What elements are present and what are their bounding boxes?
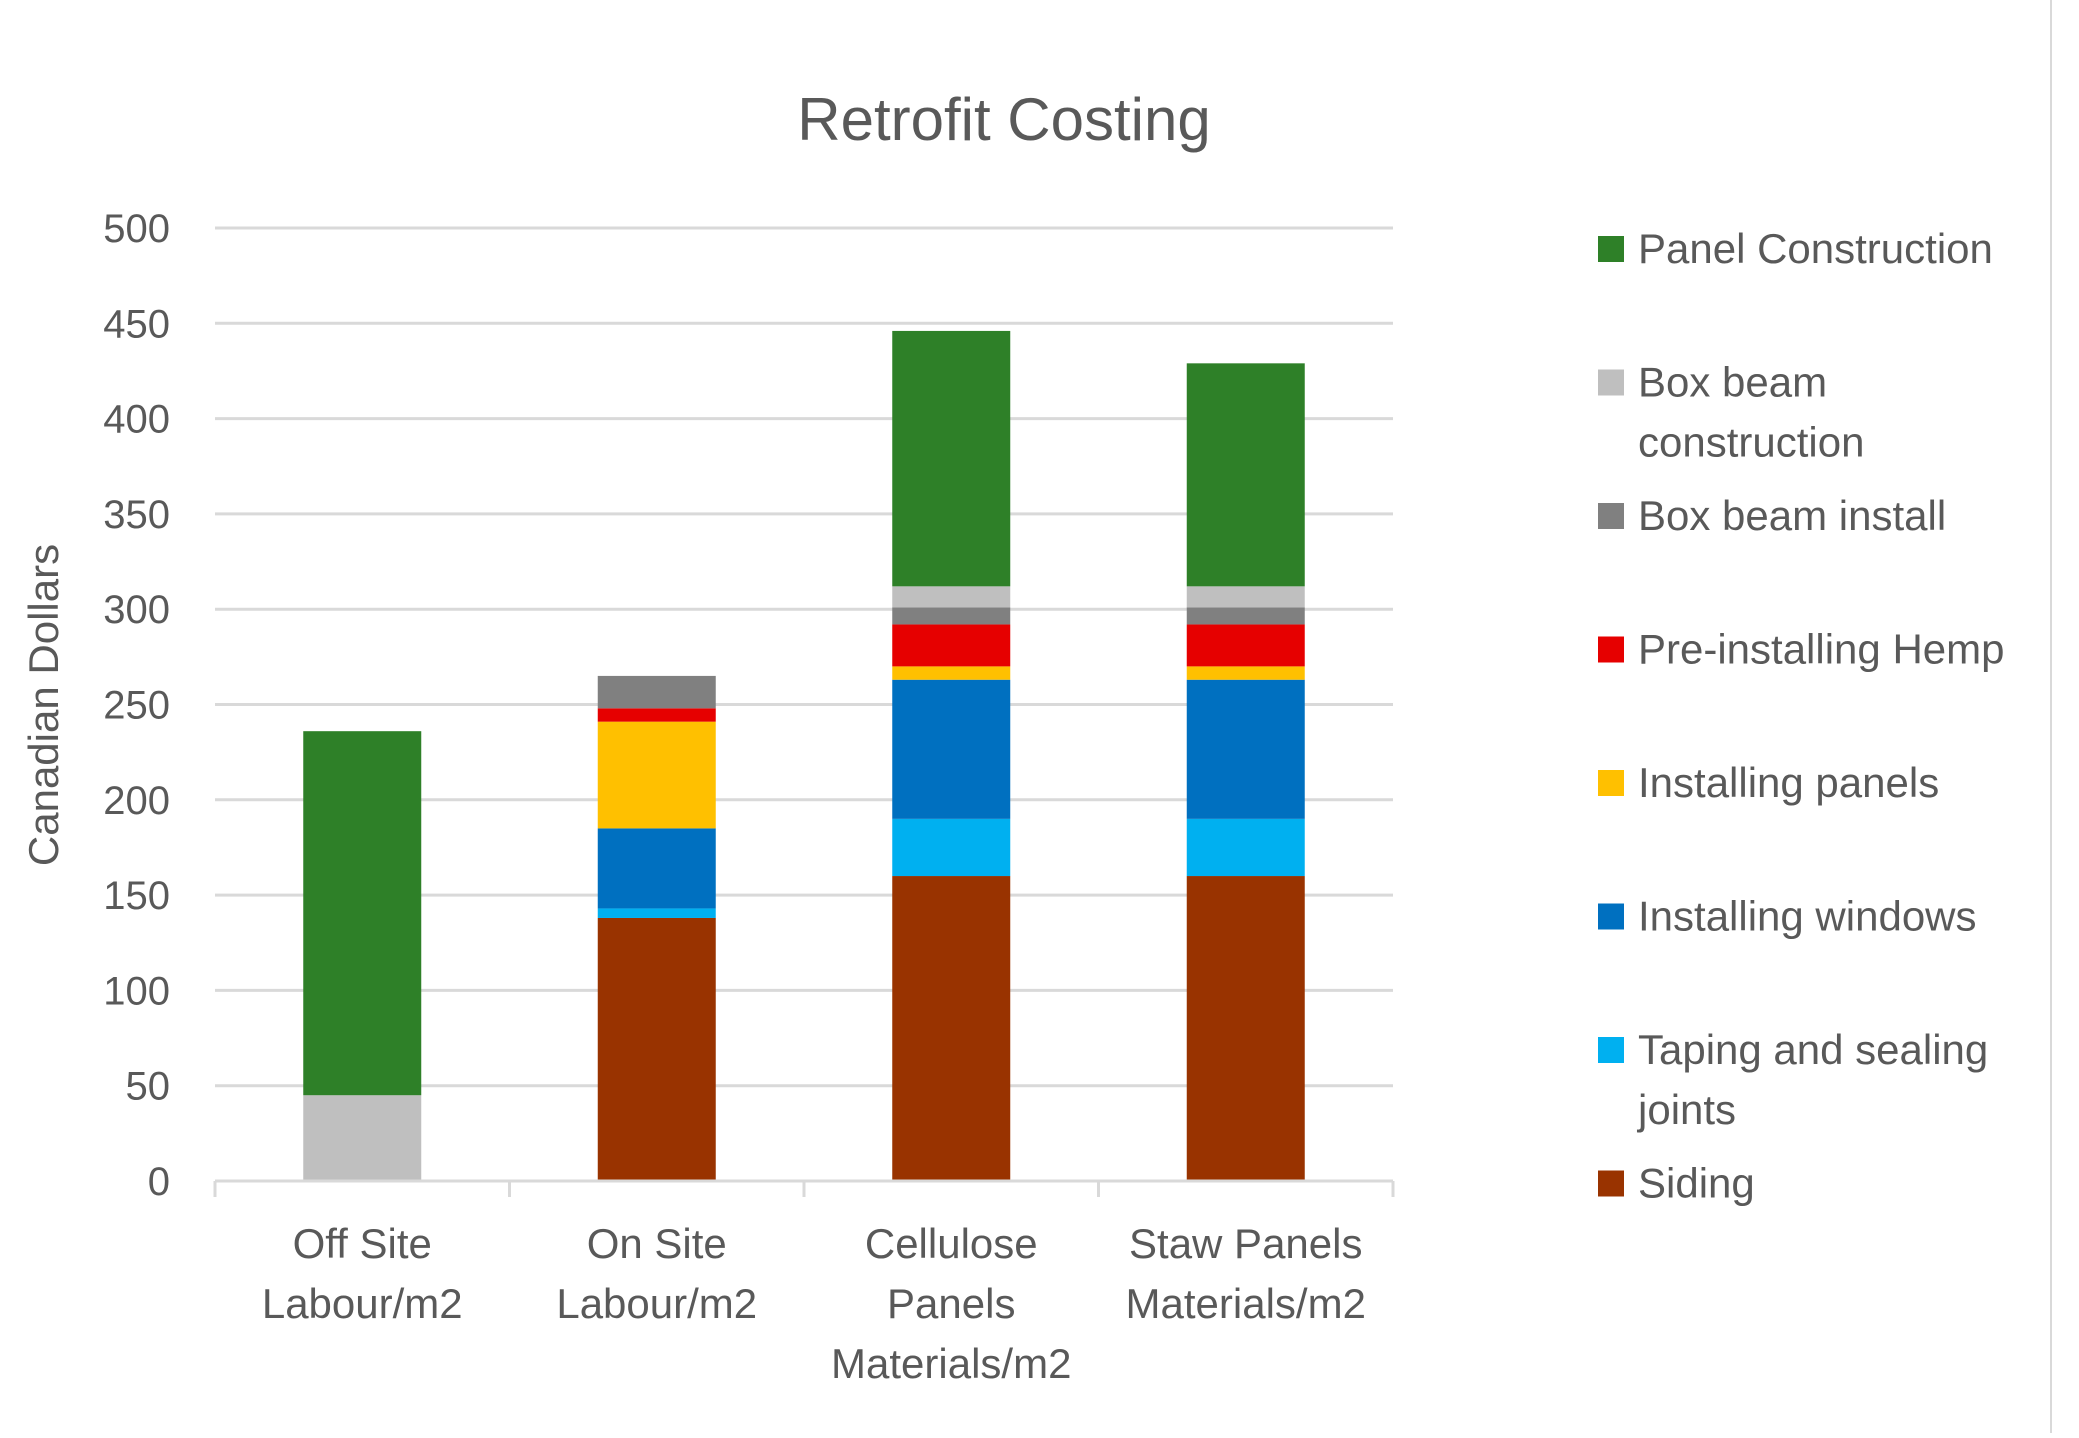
legend-label: Siding [1638,1160,1755,1207]
x-tick-label: On Site [587,1220,727,1267]
x-axis [213,1179,1395,1197]
legend-item: Panel Construction [1598,225,1993,272]
y-tick-label: 150 [103,874,170,918]
legend-swatch [1598,636,1624,663]
legend-item: Box beam construction [1598,359,1864,466]
legend-label: joints [1636,1086,1736,1133]
bar-segment [597,675,716,709]
legend-item: Pre-installing Hemp [1598,626,2004,673]
x-tick-label: Materials/m2 [831,1340,1071,1387]
bar-segment [597,708,716,722]
x-tick-label: Off Site [293,1220,432,1267]
bar-segment [892,586,1011,608]
bar-segment [303,731,422,1096]
legend-item: Taping and sealing joints [1598,1026,1988,1133]
bar-segment [303,1095,422,1181]
x-tick-label: Labour/m2 [556,1280,757,1327]
chart-title: Retrofit Costing [797,86,1211,153]
y-tick-label: 250 [103,684,170,728]
y-tick-label: 400 [103,398,170,442]
legend-item: Installing windows [1598,893,1977,940]
bar-segment [892,876,1011,1181]
frame-border [2050,0,2052,1433]
legend-label: Box beam [1638,359,1827,406]
bar-segment [1186,624,1305,667]
legend-label: Panel Construction [1638,225,1993,272]
legend-swatch [1598,1170,1624,1197]
bar-segment [597,908,716,918]
legend-item: Siding [1598,1160,1755,1207]
legend-swatch [1598,236,1624,262]
bar-segment [892,818,1011,877]
legend-swatch [1598,369,1624,396]
bar-segment [892,624,1011,667]
legend-swatch [1598,503,1624,529]
bar-segment [1186,876,1305,1181]
bar-segment [892,666,1011,680]
y-tick-label: 0 [148,1160,170,1204]
legend-label: Taping and sealing [1638,1026,1988,1073]
legend-swatch [1598,903,1624,930]
y-tick-label: 350 [103,493,170,537]
bar-segment [597,917,716,1181]
y-axis-ticks: 0 50 100 150 200 250 300 350 400 450 500 [103,207,170,1204]
x-tick-label: Staw Panels [1129,1220,1362,1267]
bar-segment [892,607,1011,625]
legend-item: Installing panels [1598,759,1939,806]
bar-segment [892,330,1011,587]
bar-segment [1186,818,1305,877]
y-tick-label: 450 [103,302,170,346]
x-tick-label: Labour/m2 [262,1280,463,1327]
bar-segment [1186,586,1305,608]
y-tick-label: 300 [103,588,170,632]
bar-segment [892,679,1011,819]
x-tick-label: Materials/m2 [1126,1280,1366,1327]
y-tick-label: 50 [126,1065,171,1109]
x-tick-label: Cellulose [865,1220,1038,1267]
legend-label: construction [1638,419,1864,466]
legend-label: Box beam install [1638,492,1946,539]
bar-segment [1186,679,1305,819]
legend-item: Box beam install [1598,492,1946,539]
bar-segment [1186,607,1305,625]
bar-segment [597,828,716,909]
bar-segment [597,721,716,829]
bar-segment [1186,666,1305,680]
y-tick-label: 500 [103,207,170,251]
x-tick-label: Panels [887,1280,1015,1327]
legend-swatch [1598,1037,1624,1063]
bar-segment [1186,363,1305,587]
legend-label: Installing panels [1638,759,1939,806]
bars [303,330,1305,1181]
legend-swatch [1598,770,1624,796]
legend-label: Installing windows [1638,893,1977,940]
y-tick-label: 200 [103,779,170,823]
y-tick-label: 100 [103,969,170,1013]
y-axis-title: Canadian Dollars [20,544,67,866]
legend-label: Pre-installing Hemp [1638,626,2004,673]
x-axis-category-labels: Off Site Labour/m2 On Site Labour/m2 Cellulo… [262,1220,1366,1387]
